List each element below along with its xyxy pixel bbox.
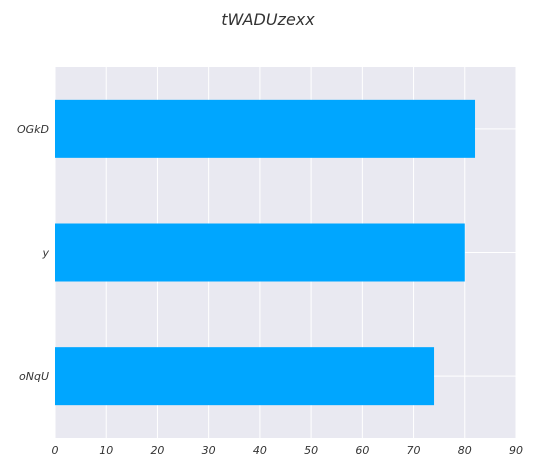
chart-title: tWADUzexx [221, 10, 315, 29]
x-tick-label: 0 [52, 444, 59, 457]
x-tick-label: 60 [355, 444, 369, 457]
x-tick-label: 20 [150, 444, 164, 457]
bar [55, 223, 465, 282]
x-tick-label: 10 [99, 444, 113, 457]
bar [55, 347, 435, 406]
x-tick-label: 90 [509, 444, 523, 457]
x-tick-label: 50 [304, 444, 318, 457]
x-tick-label: 80 [458, 444, 472, 457]
y-tick-label: y [41, 247, 49, 260]
x-tick-label: 30 [202, 444, 216, 457]
y-tick-label: oNqU [19, 370, 49, 383]
x-tick-label: 40 [253, 444, 267, 457]
bar [55, 99, 476, 158]
y-tick-label: OGkD [17, 123, 49, 136]
x-tick-label: 70 [407, 444, 421, 457]
